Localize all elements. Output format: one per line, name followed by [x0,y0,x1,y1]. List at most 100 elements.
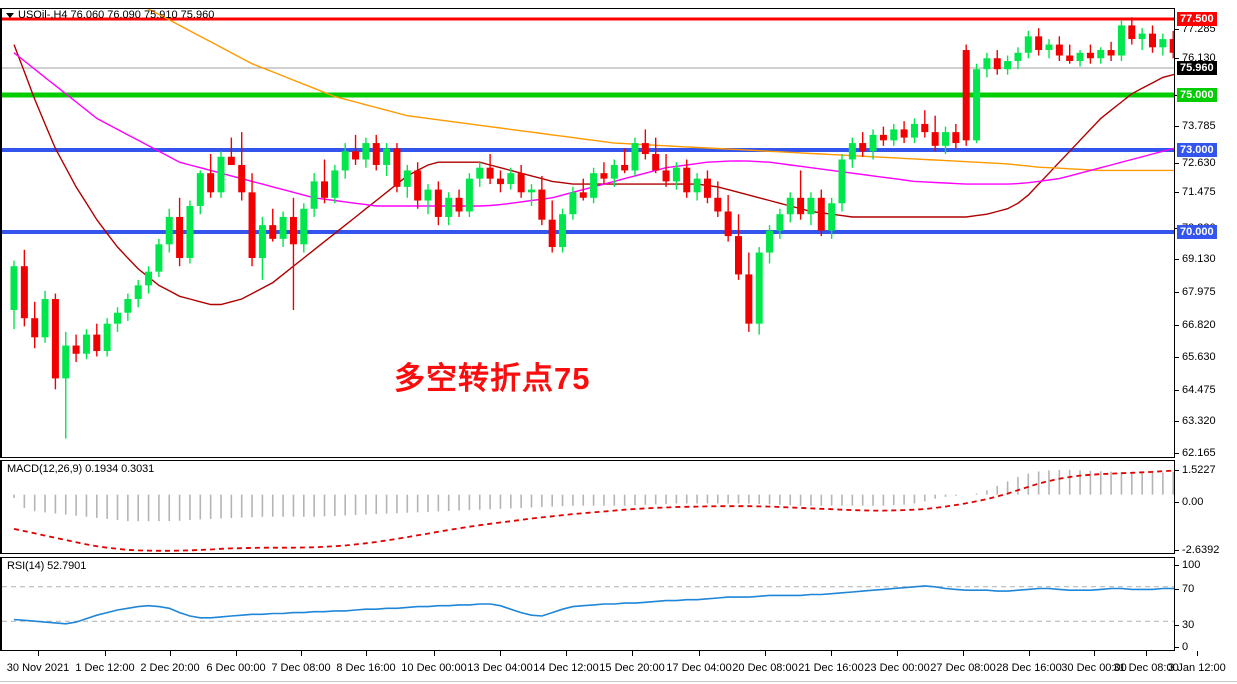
time-tick [1146,651,1147,656]
candle [341,143,349,179]
price-plot-area[interactable] [2,9,1174,457]
candle [207,154,215,198]
time-tick [236,651,237,656]
time-axis-label: 2 Dec 20:00 [140,662,200,674]
candle [590,167,598,204]
time-tick [699,651,700,656]
time-axis-label: 15 Dec 20:00 [599,662,665,674]
candle [755,247,763,335]
candle [51,293,59,390]
candle [797,170,805,220]
candle [962,44,970,146]
time-axis-label: 28 Dec 16:00 [996,662,1062,674]
rsi-tick-label: 0 [1175,641,1188,653]
time-tick [434,651,435,656]
candle [890,123,898,146]
candle [703,170,711,204]
candle [1066,44,1074,64]
candle [486,154,494,185]
time-axis-label: 13 Dec 04:00 [467,662,533,674]
window-bottom-edge [0,681,1237,682]
price-chart-panel[interactable]: USOil-,H4 76.060 76.090 75.910 75.960 多空… [0,8,1175,458]
time-tick [632,651,633,656]
current-price-tag[interactable]: 75.960 [1177,61,1217,75]
candle [455,189,463,217]
candle [745,252,753,332]
candle [465,173,473,217]
candle [496,170,504,193]
support-70-price-tag[interactable]: 70.000 [1177,225,1217,239]
time-tick [566,651,567,656]
macd-indicator-panel[interactable]: MACD(12,26,9) 0.1934 0.3031 [0,460,1175,554]
candle [786,192,794,223]
price-tick-label: 65.630 [1175,351,1216,363]
candle [1117,19,1125,61]
rsi-svg [2,585,1174,625]
rsi-axis: 100 70 30 0 [1175,557,1237,653]
time-axis-label: 20 Dec 08:00 [732,662,798,674]
time-tick [1197,651,1198,656]
candle [1014,47,1022,70]
macd-svg [13,469,1174,552]
price-axis[interactable]: 77.28576.13075.00073.78572.63071.47570.3… [1175,8,1237,459]
candle [279,211,287,248]
time-tick [105,651,106,656]
candle [662,154,670,187]
time-axis-label: 21 Dec 16:00 [798,662,864,674]
time-axis-label: 3 Jan 12:00 [1168,662,1226,674]
time-tick [897,651,898,656]
candle [879,126,887,146]
rsi-tick-label: 30 [1175,619,1194,631]
candle [331,164,339,204]
candle [766,225,774,264]
caret-down-icon[interactable] [6,12,14,18]
candle [289,197,297,310]
time-axis-label: 30 Nov 2021 [6,662,70,674]
rsi-indicator-panel[interactable]: RSI(14) 52.7901 [0,557,1175,651]
time-tick [831,651,832,656]
candle [672,162,680,190]
candle [186,200,194,264]
candle [414,162,422,209]
price-tick-label: 66.820 [1175,319,1216,331]
candle [20,249,28,327]
candle [559,208,567,253]
candle [1004,55,1012,75]
macd-tick-label: 0.00 [1175,496,1203,508]
time-axis[interactable]: 30 Nov 2021 1 Dec 12:00 2 Dec 20:00 6 Dec 0… [0,651,1226,684]
candle [1107,41,1115,61]
candle [1169,30,1174,59]
time-axis-label: 27 Dec 08:00 [930,662,996,674]
candle [1045,39,1053,59]
candle [217,151,225,198]
time-tick [366,651,367,656]
time-tick [500,651,501,656]
candle [372,134,380,171]
candle [1035,28,1043,56]
candle [528,184,535,207]
macd-plot-area[interactable] [2,461,1174,553]
candle [735,214,742,280]
candle [1076,50,1084,67]
rsi-plot-area[interactable] [2,558,1174,650]
candle [114,307,121,332]
support-73-price-tag[interactable]: 73.000 [1177,143,1217,157]
candle [403,164,411,198]
time-tick [301,651,302,656]
candle [155,238,163,278]
rsi-tick-label: 100 [1175,559,1200,571]
candle [124,293,132,321]
time-axis-label: 10 Dec 00:00 [401,662,467,674]
candle [10,260,18,330]
candle [641,129,649,160]
candle [683,159,691,198]
candle [900,121,908,144]
candle [103,318,111,357]
pivot-price-tag[interactable]: 75.000 [1177,88,1217,102]
candle [942,126,949,155]
candle [434,181,442,226]
time-axis-label: 31 Dec 08:00 [1113,662,1179,674]
resistance-price-tag[interactable]: 77.500 [1177,12,1217,26]
symbol-ohlc-label: USOil-,H4 76.060 76.090 75.910 75.960 [18,9,215,21]
